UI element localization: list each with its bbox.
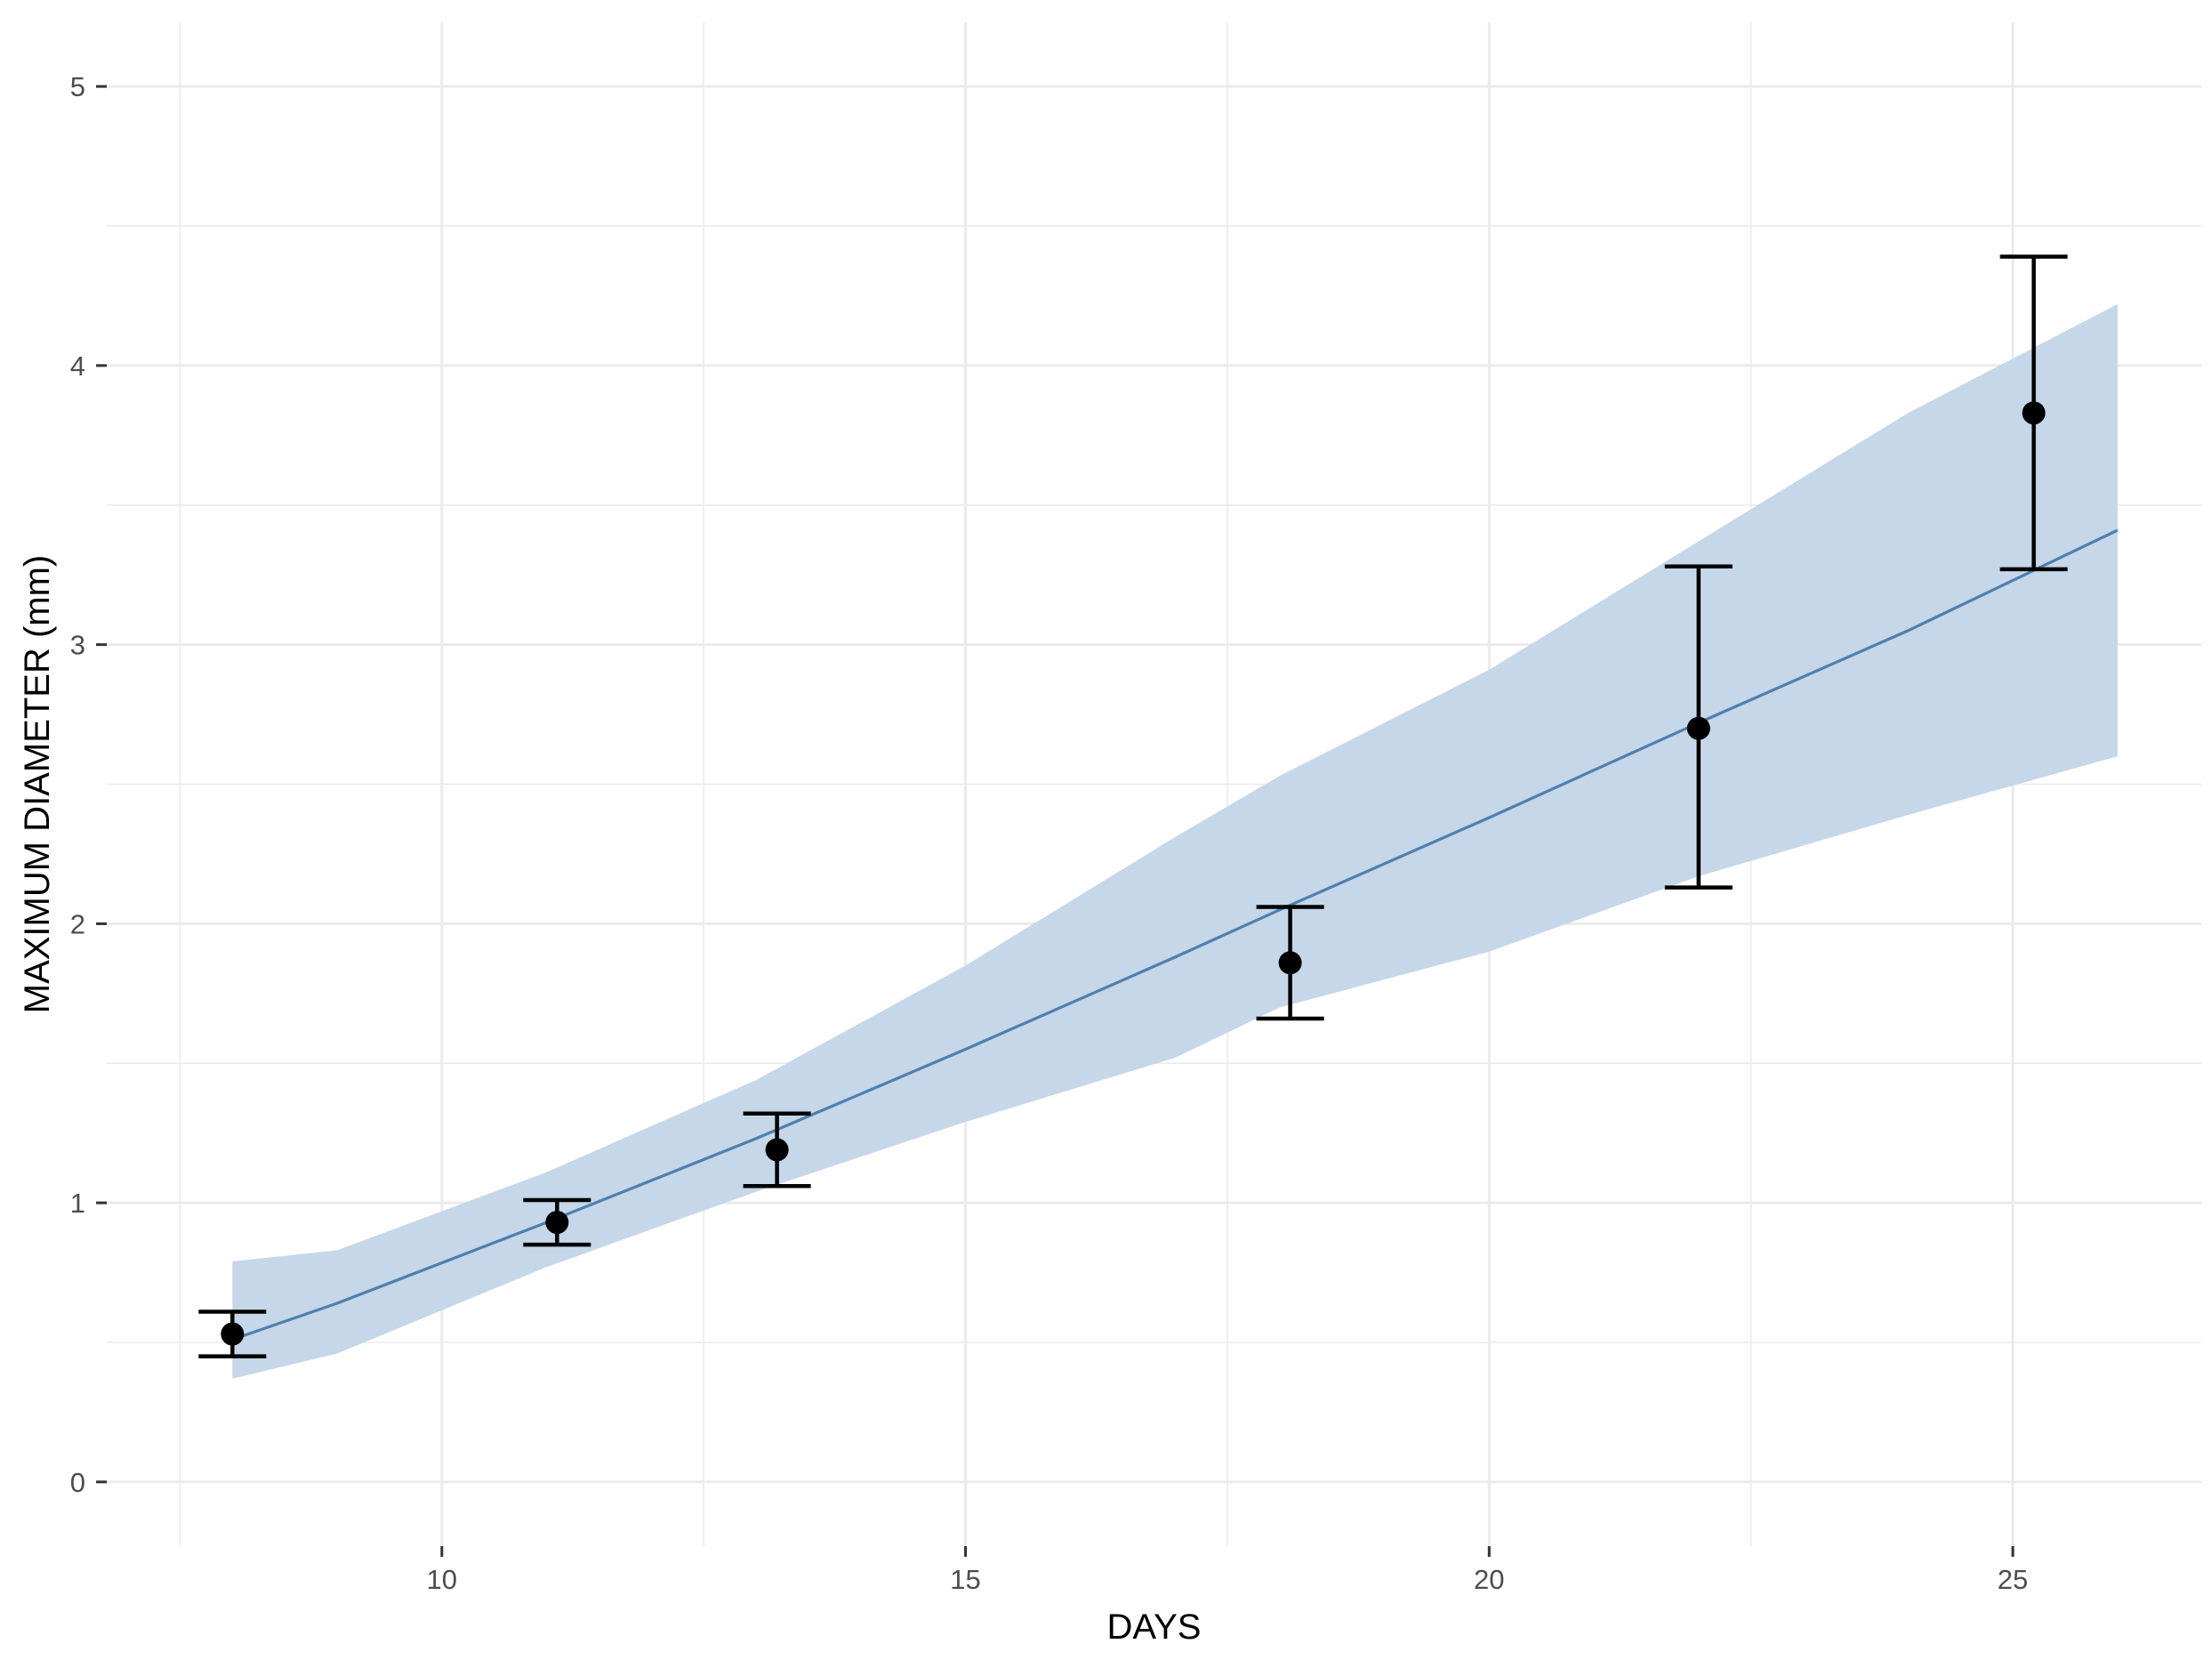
fit-line-layer xyxy=(231,528,2119,1342)
y-tick-label: 0 xyxy=(70,1467,85,1498)
data-point xyxy=(1686,716,1710,740)
data-point xyxy=(765,1138,789,1162)
y-tick-label: 2 xyxy=(70,908,85,939)
x-axis-title: DAYS xyxy=(1107,1608,1202,1647)
x-axis: 10 15 20 25 xyxy=(427,1546,2028,1595)
y-tick-label: 4 xyxy=(70,351,85,382)
y-tick-label: 5 xyxy=(70,71,85,102)
y-tick-label: 1 xyxy=(70,1188,85,1219)
x-tick-label: 20 xyxy=(1474,1564,1504,1595)
data-point xyxy=(1278,951,1302,975)
data-point xyxy=(2022,401,2046,425)
data-point xyxy=(221,1322,245,1346)
y-axis-title: MAXIMUM DIAMETER (mm) xyxy=(18,555,57,1014)
confidence-band-layer xyxy=(232,303,2118,1379)
x-tick-label: 15 xyxy=(950,1564,980,1595)
y-axis: 0 1 2 3 4 5 xyxy=(70,71,107,1498)
fit-line xyxy=(231,528,2119,1342)
x-tick-label: 25 xyxy=(1998,1564,2028,1595)
x-tick-label: 10 xyxy=(427,1564,457,1595)
confidence-band xyxy=(232,303,2118,1379)
data-point xyxy=(545,1211,569,1235)
point-layer xyxy=(221,401,2046,1346)
y-tick-label: 3 xyxy=(70,630,85,661)
